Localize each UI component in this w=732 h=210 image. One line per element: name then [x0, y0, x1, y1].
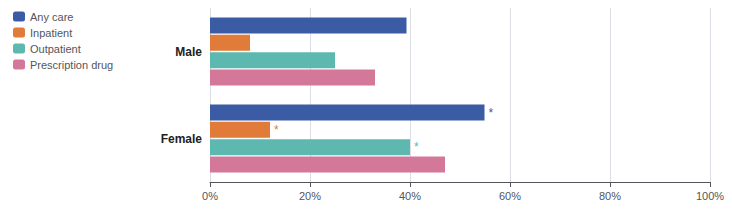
svg-text:*: * [274, 123, 279, 137]
svg-text:*: * [489, 106, 494, 120]
svg-text:Male: Male [175, 45, 202, 59]
svg-text:100%: 100% [696, 190, 724, 202]
svg-text:20%: 20% [299, 190, 321, 202]
svg-text:Female: Female [161, 132, 203, 146]
svg-text:0%: 0% [202, 190, 218, 202]
svg-text:60%: 60% [499, 190, 521, 202]
svg-text:*: * [414, 140, 419, 154]
svg-text:Outpatient: Outpatient [30, 43, 81, 55]
svg-text:40%: 40% [399, 190, 421, 202]
svg-text:Any care: Any care [30, 11, 73, 23]
svg-text:80%: 80% [599, 190, 621, 202]
svg-text:Prescription drug: Prescription drug [30, 59, 113, 71]
svg-text:Inpatient: Inpatient [30, 27, 72, 39]
